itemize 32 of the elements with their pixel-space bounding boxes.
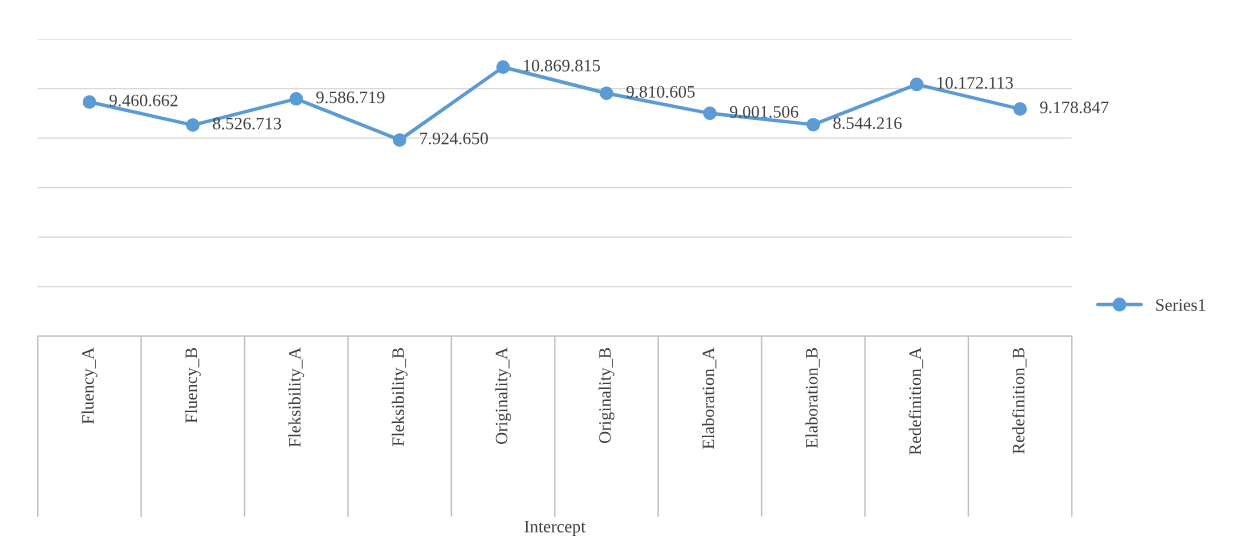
data-label: 9.460.662 — [109, 94, 178, 107]
x-tick-label: Elaboration_B — [805, 348, 820, 448]
point — [289, 92, 304, 106]
x-axis-title: Intercept — [524, 520, 586, 536]
data-label: 8.544.216 — [833, 117, 902, 130]
x-tick-label: Fleksibility_A — [288, 347, 305, 448]
point — [599, 86, 614, 101]
point — [496, 60, 510, 74]
point — [82, 95, 97, 109]
data-label: 9.001.506 — [729, 105, 799, 118]
point — [703, 106, 717, 121]
data-label: 9.810.605 — [626, 85, 695, 98]
x-tick-label: Elaboration_A — [702, 347, 717, 449]
point — [806, 117, 821, 132]
x-tick-label: Redefinition_A — [908, 347, 924, 455]
data-label: 10.172.113 — [937, 76, 1013, 89]
point — [909, 77, 924, 92]
point — [1013, 102, 1027, 116]
x-tick-label: Originality_A — [495, 347, 511, 444]
x-tick-label: Fleksibility_B — [391, 348, 408, 447]
x-tick-label: Fluency_B — [184, 348, 201, 423]
data-label: 7.924.650 — [420, 132, 488, 145]
x-tick-label: Redefinition_B — [1012, 348, 1027, 454]
legend-label: Series1 — [1156, 299, 1206, 311]
x-tick-label: Fluency_A — [81, 347, 98, 424]
data-label: 8.526.713 — [212, 117, 282, 130]
data-label: 9.586.719 — [316, 91, 385, 104]
point — [392, 133, 407, 147]
data-label: 10.869.815 — [524, 59, 600, 72]
data-label: 9.178.847 — [1040, 101, 1109, 114]
point — [186, 118, 200, 132]
x-tick-label: Originality_B — [598, 348, 615, 443]
